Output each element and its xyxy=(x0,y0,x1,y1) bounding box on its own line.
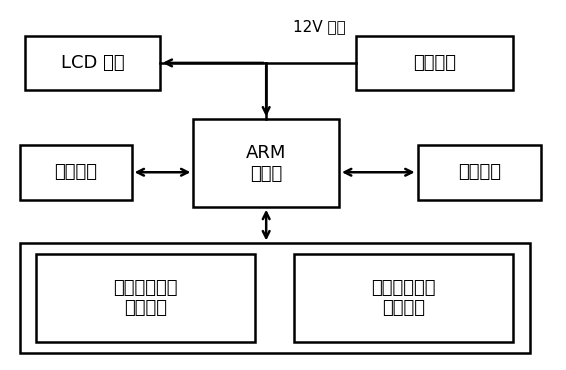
Bar xyxy=(25,36,160,90)
Text: 通讯接口: 通讯接口 xyxy=(54,163,97,181)
Bar xyxy=(36,254,255,342)
Bar xyxy=(20,145,132,199)
Text: 谐波排吸占比
分析模块: 谐波排吸占比 分析模块 xyxy=(113,279,178,317)
Bar xyxy=(20,243,530,353)
Bar xyxy=(194,120,339,207)
Bar xyxy=(294,254,513,342)
Bar xyxy=(356,36,513,90)
Text: ARM
处理器: ARM 处理器 xyxy=(246,144,286,182)
Text: 存储电路: 存储电路 xyxy=(458,163,501,181)
Text: 谐波排吸占比
导出模块: 谐波排吸占比 导出模块 xyxy=(371,279,436,317)
Bar xyxy=(418,145,541,199)
Text: 电源输出: 电源输出 xyxy=(413,54,456,72)
Text: LCD 显示: LCD 显示 xyxy=(61,54,125,72)
Text: 12V 供电: 12V 供电 xyxy=(293,19,346,34)
